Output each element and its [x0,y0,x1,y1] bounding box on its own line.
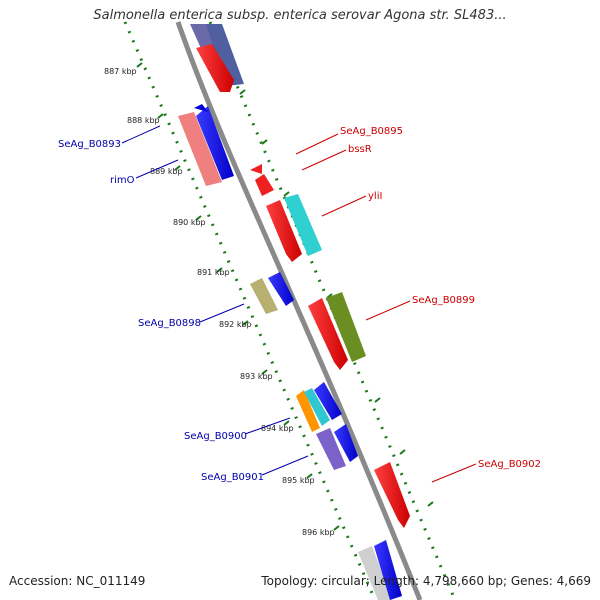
right-gene-labels: SeAg_B0895 bssR yliI SeAg_B0899 SeAg_B09… [295,126,541,483]
tick-label-888: 888 kbp [127,116,160,125]
genome-info-text: Topology: circular; Length: 4,798,660 bp… [261,574,591,588]
gene-cluster-887 [190,24,244,92]
gene-label-bssR: bssR [348,144,372,155]
tick-label-896: 896 kbp [302,528,335,537]
gene-label-SeAg_B0902: SeAg_B0902 [478,459,541,470]
gene-label-rimO: rimO [110,175,135,186]
gene-cluster-896 [358,540,402,600]
gene-cluster-888 [178,104,234,186]
gene-label-SeAg_B0898: SeAg_B0898 [138,318,201,329]
tick-label-892: 892 kbp [219,320,252,329]
tick-label-887: 887 kbp [104,67,137,76]
genome-backbone [175,21,423,600]
gene-label-SeAg_B0901: SeAg_B0901 [201,472,264,483]
tick-label-889: 889 kbp [150,167,183,176]
tick-label-894: 894 kbp [261,424,294,433]
gene-cluster-892 [308,292,366,370]
tick-label-890: 890 kbp [173,218,206,227]
map-title: Salmonella enterica subsp. enterica sero… [93,8,507,23]
gene-cluster-890 [250,164,322,262]
gene-label-SeAg_B0895: SeAg_B0895 [340,126,403,137]
tick-label-895: 895 kbp [282,476,315,485]
gene-label-yliI: yliI [368,191,382,202]
tick-label-891: 891 kbp [197,268,230,277]
accession-text: Accession: NC_011149 [9,574,146,588]
tick-labels: 887 kbp 888 kbp 889 kbp 890 kbp 891 kbp … [104,67,335,537]
left-gene-labels: SeAg_B0893 rimO SeAg_B0898 SeAg_B0900 Se… [58,125,309,483]
gene-cluster-891 [250,272,294,314]
gene-cluster-894 [296,382,358,470]
gene-cluster-895 [374,462,410,528]
gene-label-SeAg_B0899: SeAg_B0899 [412,295,475,306]
gene-label-SeAg_B0893: SeAg_B0893 [58,139,121,150]
tick-label-893: 893 kbp [240,372,273,381]
gene-label-SeAg_B0900: SeAg_B0900 [184,431,247,442]
